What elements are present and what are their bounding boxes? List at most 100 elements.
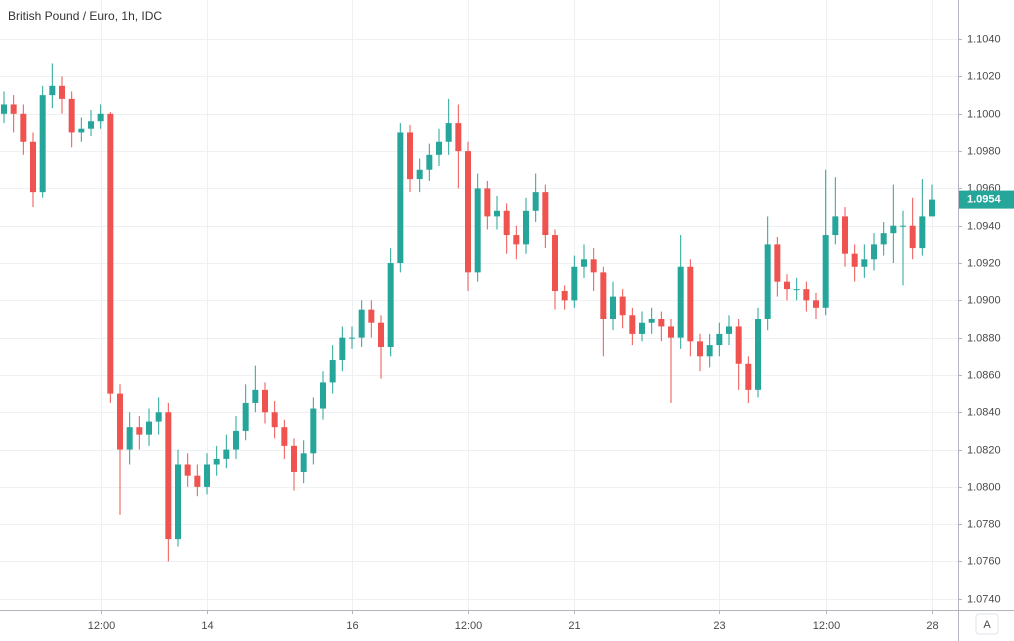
candle-body (851, 253, 858, 267)
candle-body (697, 341, 703, 357)
candle-body (880, 233, 887, 245)
candle-body (242, 402, 249, 431)
candle-body (407, 132, 413, 180)
candle-body (445, 123, 452, 142)
candle-body (629, 315, 636, 334)
candle-body (523, 210, 529, 245)
candle-body (658, 318, 665, 327)
candle-body (49, 85, 56, 96)
candle-body (397, 132, 404, 264)
candle-body (184, 464, 191, 476)
candle-body (329, 360, 336, 383)
candle-body (561, 291, 568, 301)
candle-body (706, 345, 713, 357)
candle-body (900, 225, 906, 227)
candle-body (146, 421, 152, 435)
x-tick-label: 14 (201, 620, 213, 632)
candle-body (233, 430, 239, 450)
candle-body (136, 427, 143, 435)
candle-body (436, 141, 442, 155)
y-tick-label: 1.0920 (967, 257, 1001, 269)
y-tick-label: 1.1000 (967, 108, 1001, 120)
candle-body (39, 95, 46, 193)
candle-body (861, 259, 868, 267)
candle-body (20, 113, 27, 142)
candle-body (793, 289, 800, 291)
y-tick-label: 1.0800 (967, 481, 1001, 493)
candle-body (610, 296, 616, 319)
y-tick-label: 1.0740 (967, 593, 1001, 605)
candle-body (358, 309, 365, 338)
candle-body (668, 326, 674, 338)
y-tick-label: 1.0840 (967, 406, 1001, 418)
candle-body (455, 123, 462, 152)
candle-body (639, 322, 645, 334)
candle-body (291, 445, 297, 472)
x-tick-label: 23 (713, 620, 725, 632)
candle-body (919, 216, 926, 249)
candles (1, 63, 935, 562)
y-tick-label: 1.0780 (967, 518, 1001, 530)
candle-body (871, 244, 877, 260)
candle-body (600, 272, 607, 319)
candle-body (465, 151, 471, 273)
candle-body (155, 412, 162, 422)
candle-body (571, 266, 578, 301)
y-tick-label: 1.0880 (967, 332, 1001, 344)
candle-body (590, 259, 597, 273)
scale-button-label[interactable]: A (983, 619, 991, 631)
y-tick-label: 1.0980 (967, 145, 1001, 157)
candle-body (271, 412, 278, 428)
candle-body (78, 128, 85, 133)
candle-body (474, 188, 481, 273)
candle-body (320, 382, 326, 409)
candle-body (552, 235, 558, 292)
candle-body (484, 188, 491, 217)
candle-body (832, 216, 839, 236)
candle-body (813, 300, 819, 308)
candle-body (716, 333, 723, 346)
y-tick-label: 1.1040 (967, 33, 1001, 45)
candle-body (88, 121, 94, 129)
candle-body (175, 464, 181, 540)
candle-body (426, 154, 433, 170)
y-tick-label: 1.0940 (967, 220, 1001, 232)
candle-body (929, 199, 935, 217)
candle-body (774, 244, 781, 282)
candle-body (349, 337, 355, 339)
candle-body (262, 389, 268, 413)
candle-body (764, 244, 771, 319)
candle-body (890, 225, 897, 234)
candle-body (281, 427, 288, 446)
y-tick-label: 1.0860 (967, 369, 1001, 381)
x-tick-label: 21 (568, 620, 580, 632)
candle-body (165, 412, 172, 540)
candle-body (117, 393, 123, 450)
candle-body (30, 141, 36, 193)
candle-body (677, 266, 684, 338)
candle-body (619, 296, 626, 316)
last-price-label: 1.0954 (967, 194, 1002, 206)
candle-body (1, 104, 7, 114)
candle-body (745, 363, 752, 390)
candle-body (252, 389, 259, 403)
x-tick-label: 28 (926, 620, 938, 632)
candle-body (687, 266, 694, 342)
y-tick-label: 1.0760 (967, 555, 1001, 567)
candle-body (581, 259, 587, 267)
candle-body (68, 98, 75, 133)
candle-body (909, 225, 916, 249)
x-tick-label: 16 (346, 620, 358, 632)
candle-body (59, 85, 65, 99)
y-tick-label: 1.1020 (967, 70, 1001, 82)
candle-body (416, 169, 423, 180)
candle-body (107, 113, 114, 394)
candle-body (842, 216, 848, 254)
candle-body (339, 337, 346, 361)
candle-body (803, 289, 810, 301)
candle-body (726, 326, 732, 334)
scale-button[interactable] (975, 613, 999, 635)
last-price-box (959, 190, 1014, 209)
